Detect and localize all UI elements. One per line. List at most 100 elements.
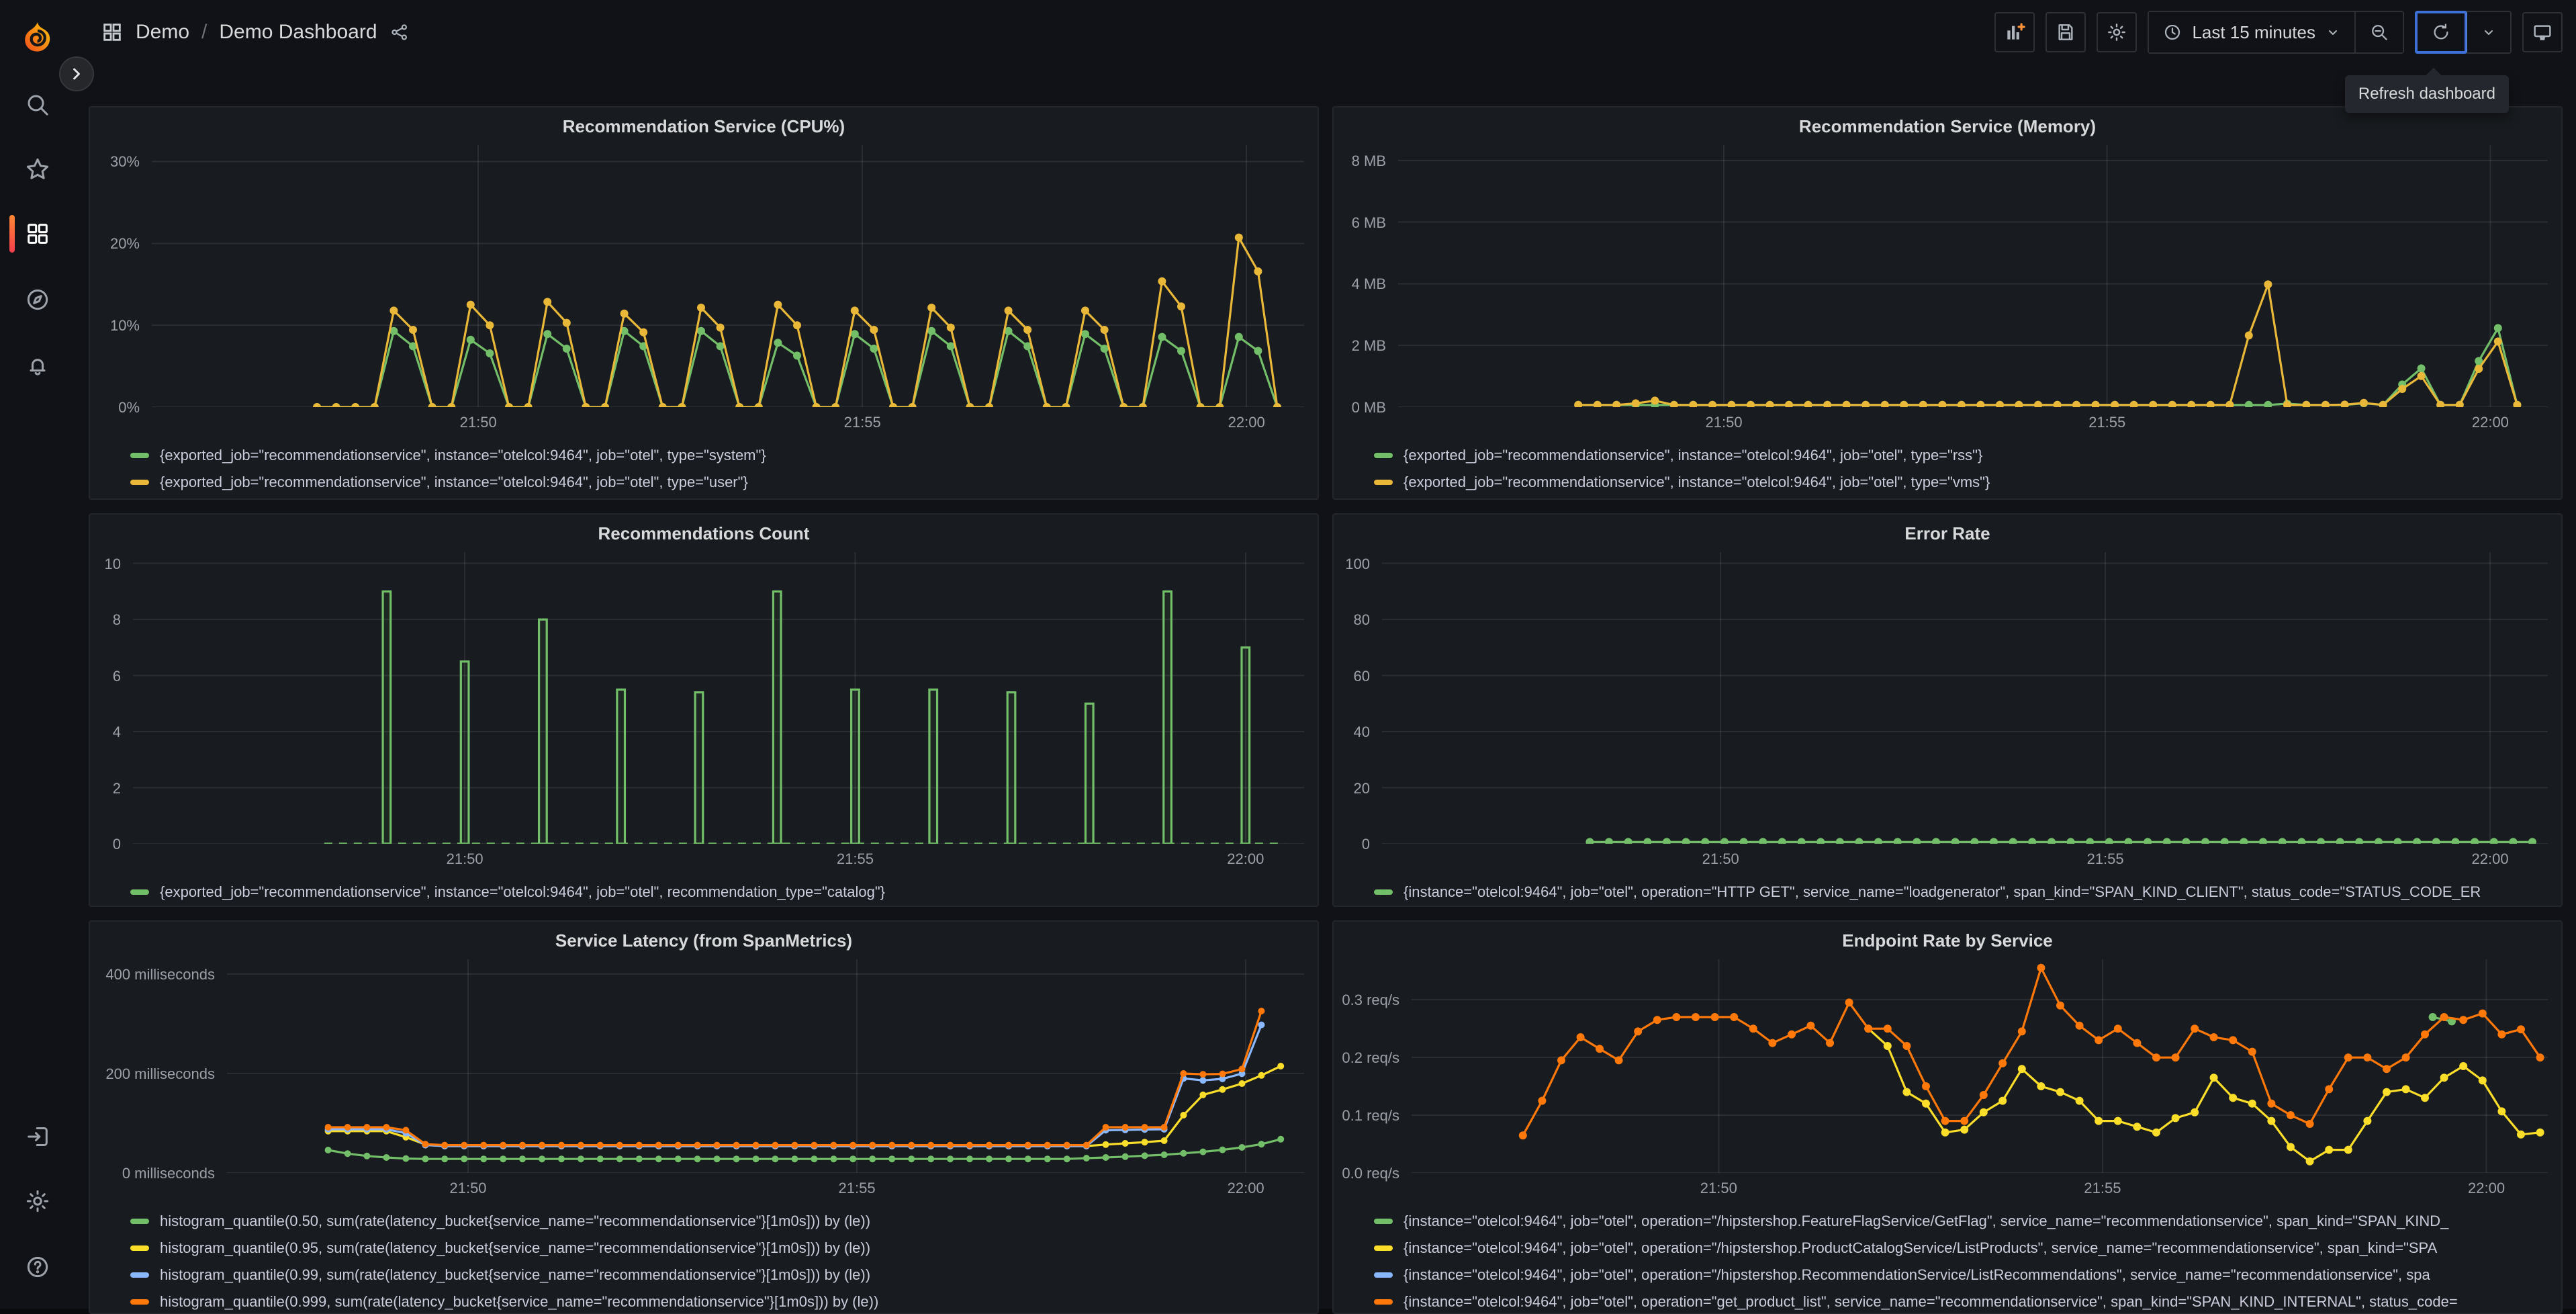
share-icon[interactable] (389, 22, 410, 42)
legend-series-swatch (1374, 1219, 1393, 1224)
legend-series-label: {exported_job="recommendationservice", i… (160, 883, 885, 901)
active-indicator (9, 215, 15, 253)
x-axis-tick: 21:50 (1680, 850, 1761, 868)
refresh-tooltip: Refresh dashboard (2345, 75, 2509, 113)
legend-item[interactable]: {exported_job="recommendationservice", i… (1374, 469, 2550, 496)
panel-title[interactable]: Recommendation Service (CPU%) (90, 107, 1318, 145)
x-axis-tick: 22:00 (1205, 1180, 1286, 1197)
dashboards-icon[interactable] (0, 207, 75, 261)
legend-item[interactable]: histogram_quantile(0.95, sum(rate(latenc… (130, 1235, 1307, 1262)
refresh-interval-caret[interactable] (2467, 12, 2510, 52)
legend-item[interactable]: {exported_job="recommendationservice", i… (1374, 442, 2550, 469)
legend-series-swatch (130, 453, 149, 458)
x-axis-tick: 21:55 (2062, 1180, 2143, 1197)
legend-item[interactable]: {exported_job="recommendationservice", i… (130, 469, 1307, 496)
x-axis-tick: 22:00 (2446, 1180, 2527, 1197)
legend-series-label: histogram_quantile(0.99, sum(rate(latenc… (160, 1266, 870, 1284)
panel-recommendation-cpu: Recommendation Service (CPU%) 0%10%20%30… (89, 106, 1319, 500)
x-axis-tick: 21:50 (1684, 414, 1764, 431)
legend-series-label: {instance="otelcol:9464", job="otel", op… (1404, 1293, 2458, 1311)
legend-item[interactable]: histogram_quantile(0.999, sum(rate(laten… (130, 1288, 1307, 1313)
x-axis-tick: 21:50 (424, 850, 505, 868)
breadcrumb-section[interactable]: Demo (136, 21, 189, 44)
legend-series-label: histogram_quantile(0.50, sum(rate(latenc… (160, 1213, 870, 1230)
sign-in-icon[interactable] (0, 1110, 75, 1164)
legend-item[interactable]: {instance="otelcol:9464", job="otel", op… (1374, 1208, 2550, 1235)
x-axis-tick: 22:00 (2450, 850, 2530, 868)
legend-series-label: {exported_job="recommendationservice", i… (160, 474, 748, 491)
y-axis-tick: 0% (90, 399, 140, 417)
save-dashboard-button[interactable] (2045, 12, 2086, 52)
dashboard-grid: Recommendation Service (CPU%) 0%10%20%30… (75, 64, 2576, 1309)
add-panel-button[interactable] (1994, 12, 2035, 52)
settings-gear-icon[interactable] (0, 1174, 75, 1228)
x-axis-tick: 22:00 (2450, 414, 2530, 431)
y-axis-tick: 10% (90, 317, 140, 335)
legend-item[interactable]: histogram_quantile(0.99, sum(rate(latenc… (130, 1262, 1307, 1288)
x-axis-tick: 21:50 (438, 414, 518, 431)
cycle-view-mode-button[interactable] (2522, 12, 2563, 52)
legend-series-swatch (1374, 1272, 1393, 1278)
explore-compass-icon[interactable] (0, 273, 75, 326)
y-axis-tick: 6 MB (1334, 214, 1386, 232)
x-axis-tick: 22:00 (1206, 414, 1287, 431)
y-axis-tick: 20% (90, 235, 140, 253)
legend-series-swatch (1374, 1245, 1393, 1251)
legend-item[interactable]: {instance="otelcol:9464", job="otel", op… (1374, 879, 2550, 906)
legend-item[interactable]: histogram_quantile(0.50, sum(rate(latenc… (130, 1208, 1307, 1235)
legend-series-label: {exported_job="recommendationservice", i… (1404, 447, 1982, 464)
legend-series-swatch (1374, 480, 1393, 485)
legend-item[interactable]: {exported_job="recommendationservice", i… (130, 442, 1307, 469)
dashboard-settings-button[interactable] (2097, 12, 2137, 52)
y-axis-tick: 10 (90, 556, 121, 573)
y-axis-tick: 100 (1334, 556, 1370, 573)
time-range-label: Last 15 minutes (2192, 22, 2315, 43)
panel-title[interactable]: Recommendations Count (90, 515, 1318, 552)
x-axis-tick: 21:50 (1678, 1180, 1759, 1197)
starred-icon[interactable] (0, 142, 75, 196)
legend-series-swatch (130, 1219, 149, 1224)
y-axis-tick: 0 (1334, 836, 1370, 853)
legend-item[interactable]: {exported_job="recommendationservice", i… (130, 879, 1307, 906)
x-axis-tick: 21:55 (2067, 414, 2148, 431)
y-axis-tick: 400 milliseconds (90, 966, 215, 983)
alerting-bell-icon[interactable] (0, 339, 75, 392)
grafana-logo-icon[interactable] (0, 11, 75, 64)
zoom-out-time-button[interactable] (2356, 12, 2403, 52)
legend-series-swatch (1374, 453, 1393, 458)
y-axis-tick: 0.3 req/s (1334, 992, 1399, 1009)
sidebar-expand-button[interactable] (59, 56, 94, 91)
breadcrumb-page-title[interactable]: Demo Dashboard (219, 21, 377, 44)
panel-title[interactable]: Recommendation Service (Memory) (1334, 107, 2561, 145)
legend-item[interactable]: {instance="otelcol:9464", job="otel", op… (1374, 1262, 2550, 1288)
legend-series-swatch (130, 1245, 149, 1251)
legend-item[interactable]: {instance="otelcol:9464", job="otel", op… (1374, 1235, 2550, 1262)
legend-series-label: histogram_quantile(0.999, sum(rate(laten… (160, 1293, 878, 1311)
dashboard-toolbar: Last 15 minutes (1994, 11, 2576, 54)
legend-series-label: {instance="otelcol:9464", job="otel", op… (1404, 1266, 2430, 1284)
count-legend: {exported_job="recommendationservice", i… (90, 873, 1318, 906)
y-axis-tick: 6 (90, 668, 121, 685)
y-axis-tick: 0.2 req/s (1334, 1049, 1399, 1067)
time-range-picker[interactable]: Last 15 minutes (2149, 12, 2354, 52)
y-axis-tick: 2 MB (1334, 337, 1386, 355)
breadcrumb: Demo / Demo Dashboard (75, 21, 410, 44)
refresh-group (2415, 11, 2512, 54)
legend-series-swatch (130, 889, 149, 895)
help-icon[interactable] (0, 1240, 75, 1294)
breadcrumb-separator: / (201, 21, 207, 44)
panel-title[interactable]: Service Latency (from SpanMetrics) (90, 922, 1318, 959)
panel-title[interactable]: Error Rate (1334, 515, 2561, 552)
panel-title[interactable]: Endpoint Rate by Service (1334, 922, 2561, 959)
legend-item[interactable]: {instance="otelcol:9464", job="otel", op… (1374, 1288, 2550, 1313)
refresh-dashboard-button[interactable] (2415, 11, 2467, 54)
y-axis-tick: 4 (90, 724, 121, 741)
legend-series-swatch (130, 1299, 149, 1305)
